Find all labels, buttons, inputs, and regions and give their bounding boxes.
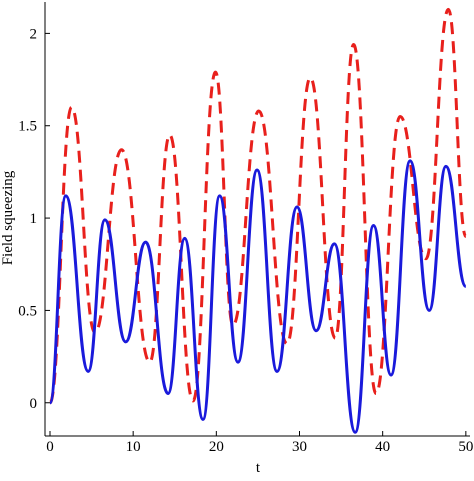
x-tick-label: 30 [292,439,307,455]
y-tick-label: 1 [30,211,38,227]
x-tick-label: 20 [209,439,224,455]
x-tick-label: 0 [46,439,54,455]
series-line [48,7,468,405]
y-tick-label: 0 [30,396,38,412]
series-line [48,159,468,434]
y-axis-label: Field squeezing [0,170,16,265]
x-tick-label: 40 [375,439,390,455]
x-axis-label: t [256,460,261,476]
y-tick-label: 0.5 [18,303,37,319]
y-tick-label: 1.5 [18,119,37,135]
y-tick-label: 2 [30,26,38,42]
x-tick-label: 50 [458,439,473,455]
x-tick-label: 10 [126,439,141,455]
